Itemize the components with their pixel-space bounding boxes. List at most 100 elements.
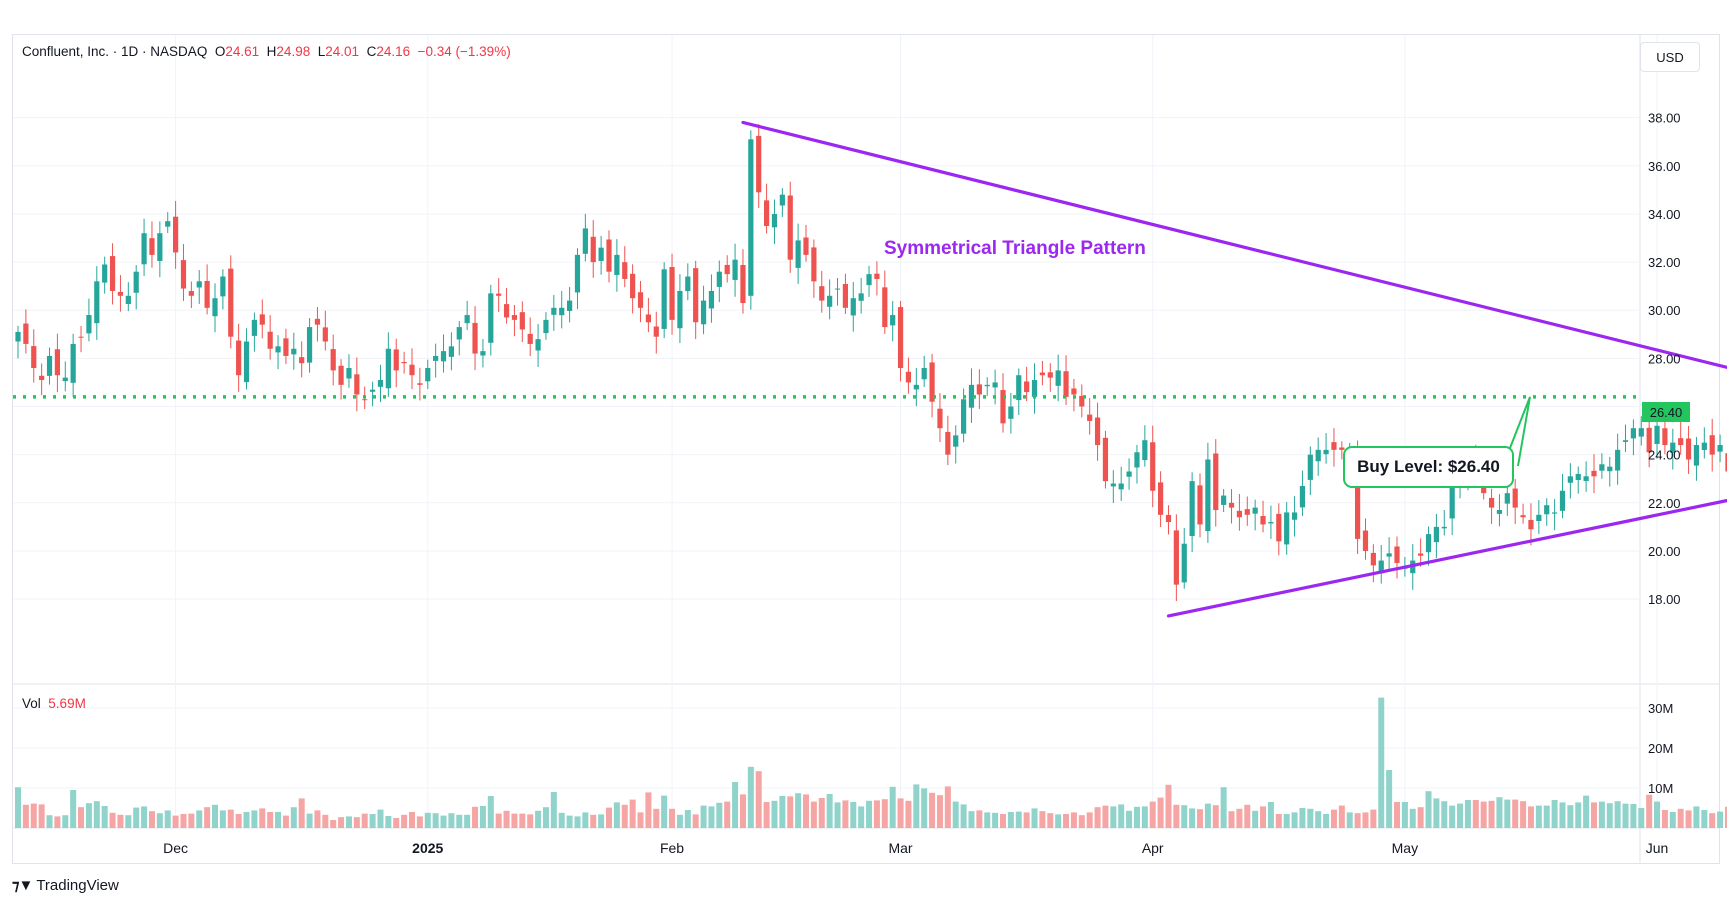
candle-body — [299, 357, 305, 364]
volume-bar — [495, 813, 502, 828]
volume-bar — [70, 790, 77, 828]
volume-legend: Vol 5.69M — [22, 696, 86, 711]
candle-body — [180, 260, 187, 289]
volume-bar — [795, 793, 802, 828]
volume-bar — [1063, 814, 1070, 828]
volume-bar — [684, 810, 691, 828]
volume-bar — [125, 815, 132, 828]
candle-body — [771, 213, 778, 228]
candle-body — [70, 343, 76, 383]
candle-body — [346, 368, 352, 379]
volume-bar — [763, 802, 770, 828]
volume-bar — [771, 800, 778, 828]
volume-bar — [1252, 810, 1259, 828]
candle-body — [464, 315, 470, 324]
symbol-legend: Confluent, Inc. · 1D · NASDAQ O24.61 H24… — [22, 44, 511, 59]
candle-body — [1378, 560, 1384, 574]
candle-body — [882, 287, 888, 328]
candle-body — [764, 200, 770, 226]
volume-bar — [1236, 808, 1243, 828]
volume-tick-label: 10M — [1648, 781, 1673, 796]
volume-bar — [582, 812, 589, 828]
candle-body — [921, 368, 927, 380]
volume-bar — [1543, 805, 1550, 828]
candle-body — [1260, 516, 1266, 525]
candle-body — [267, 331, 273, 349]
time-tick-label: Jun — [1646, 840, 1669, 856]
volume-bar — [1654, 801, 1661, 828]
candle-body — [362, 399, 368, 401]
candle-body — [827, 295, 833, 307]
tradingview-logo[interactable]: ⁊▼ TradingView — [12, 876, 119, 895]
candle-body — [945, 431, 951, 455]
candle-body — [1488, 497, 1495, 508]
price-tick-label: 38.00 — [1648, 111, 1681, 126]
candle-body — [54, 349, 60, 376]
volume-bar — [1622, 803, 1629, 828]
candle-body — [109, 256, 116, 291]
candle-body — [1685, 438, 1692, 460]
volume-bar — [1591, 802, 1597, 828]
candle-body — [1213, 453, 1219, 511]
candle-body — [86, 315, 92, 334]
volume-bar — [692, 814, 699, 828]
candle-body — [354, 374, 360, 395]
volume-bar — [109, 812, 116, 828]
candle-body — [377, 380, 384, 387]
volume-bar — [385, 816, 392, 828]
volume-bar — [1039, 811, 1046, 828]
candle-body — [1197, 485, 1203, 525]
candle-body — [1024, 381, 1030, 393]
candle-body — [1102, 437, 1109, 482]
candle-body — [700, 300, 707, 325]
candle-body — [551, 307, 557, 315]
volume-bar — [22, 804, 29, 828]
volume-bar — [566, 815, 573, 828]
candle-body — [1047, 372, 1053, 378]
volume-bar — [1630, 804, 1637, 828]
volume-bar — [212, 804, 218, 828]
volume-bar — [1472, 800, 1479, 828]
volume-bar — [353, 817, 360, 828]
buy-level-callout: Buy Level: $26.40 — [1343, 446, 1514, 488]
candle-body — [693, 268, 699, 323]
currency-button[interactable]: USD — [1640, 42, 1700, 72]
candle-body — [1575, 473, 1581, 480]
time-tick-label: Dec — [163, 840, 188, 856]
volume-bar — [15, 787, 21, 828]
volume-bar — [732, 782, 739, 828]
volume-bar — [1338, 805, 1345, 828]
candle-body — [708, 290, 715, 309]
candle-body — [1678, 438, 1684, 446]
volume-bar — [282, 815, 289, 828]
volume-bar — [1086, 812, 1093, 828]
volume-bar — [724, 801, 731, 828]
volume-bar — [78, 807, 85, 828]
volume-bar — [669, 808, 676, 828]
time-tick-label: Feb — [660, 840, 684, 856]
candle-body — [527, 333, 533, 344]
candle-body — [196, 281, 202, 288]
volume-bar — [1244, 804, 1251, 828]
volume-bar — [1126, 810, 1133, 828]
candle-body — [1654, 425, 1660, 444]
candle-body — [1189, 481, 1195, 536]
volume-bar — [101, 806, 108, 828]
volume-bar — [598, 814, 605, 828]
candle-body — [1504, 493, 1510, 504]
volume-bar — [361, 813, 368, 828]
trendline-upper — [741, 120, 1727, 370]
volume-bar — [1291, 812, 1298, 828]
candle-body — [976, 384, 982, 395]
volume-bar — [850, 802, 857, 828]
candle-body — [283, 338, 289, 356]
candle-body — [1512, 488, 1518, 508]
volume-bar — [464, 814, 471, 828]
volume-bar — [1724, 806, 1727, 828]
candle-body — [1150, 442, 1156, 491]
volume-bar — [621, 804, 628, 828]
change-value: −0.34 (−1.39%) — [417, 44, 511, 59]
volume-bar — [1401, 802, 1408, 828]
volume-bar — [558, 812, 565, 828]
